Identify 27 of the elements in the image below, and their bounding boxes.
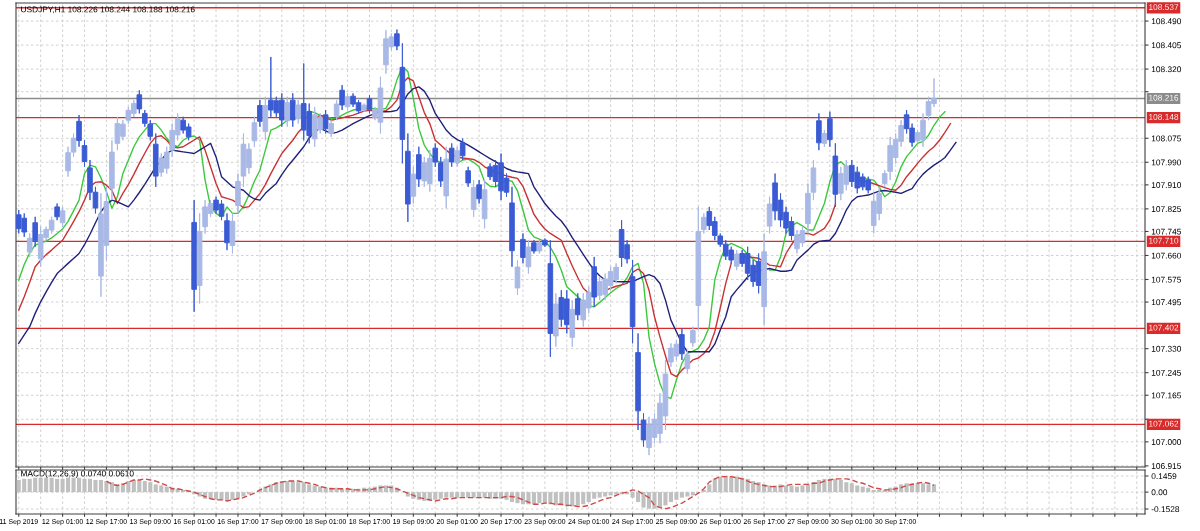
ref-line-label: 107.062 [1149,420,1179,427]
y-tick-label: 107.165 [1151,392,1182,399]
y-tick-label: 107.910 [1151,182,1182,188]
ref-line-label: 107.710 [1149,237,1179,244]
ref-line-label: 107.402 [1149,324,1179,331]
y-tick-label: 108.490 [1151,18,1182,25]
chart-title: USDJPY,H1 108.226 108.244 108.188 108.216 [21,6,195,14]
y-tick-label: 108.075 [1151,135,1182,142]
ref-line-label: 108.216 [1149,94,1179,101]
ref-line-label: 108.148 [1149,113,1179,120]
y-tick-label: -0.1528 [1151,506,1180,513]
y-tick-label: 107.990 [1151,159,1182,166]
y-tick-label: 0.1459 [1151,473,1177,480]
y-tick-label: 107.745 [1151,228,1182,235]
y-tick-label: 107.495 [1151,299,1182,306]
y-tick-label: 0.00 [1151,489,1168,496]
y-tick-label: 107.330 [1151,345,1182,352]
y-tick-label: 108.320 [1151,66,1182,73]
y-tick-label: 108.405 [1151,42,1182,49]
y-tick-label: 107.000 [1151,439,1182,445]
ref-line-label: 108.537 [1149,4,1179,11]
y-tick-label: 106.915 [1151,463,1182,469]
y-tick-label: 107.825 [1151,206,1182,212]
y-tick-label: 107.245 [1151,369,1182,376]
chart-title: MACD(12,26,9) 0.0740 0.0610 [21,470,134,479]
y-tick-label: 107.575 [1151,276,1182,283]
y-tick-label: 107.660 [1151,252,1182,259]
